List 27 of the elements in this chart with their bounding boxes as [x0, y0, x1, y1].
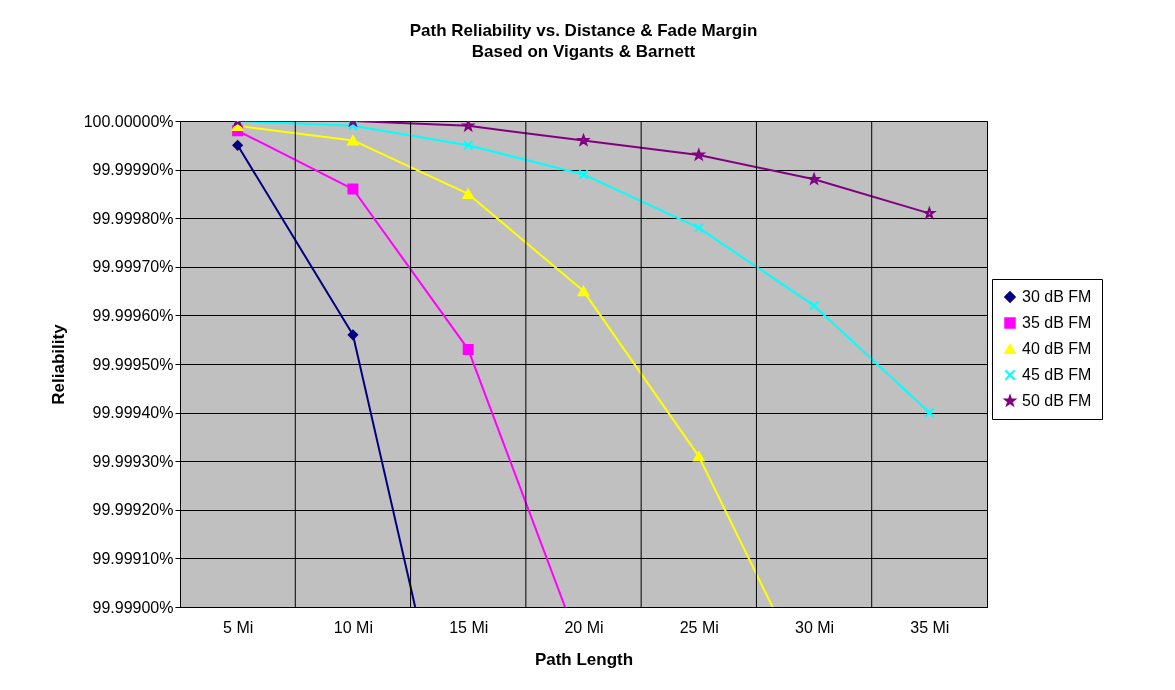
- x-axis-title: Path Length: [534, 649, 634, 669]
- y-tick-label: 99.99970%: [92, 258, 174, 276]
- y-tick-label: 99.99980%: [92, 209, 174, 227]
- y-tick-label: 99.99930%: [92, 452, 174, 470]
- y-tick-label: 100.00000%: [83, 112, 174, 130]
- x-tick-label: 35 Mi: [910, 618, 950, 636]
- chart-title: Path Reliability vs. Distance & Fade Margin: [409, 21, 758, 40]
- y-tick-label: 99.99960%: [92, 306, 174, 324]
- y-tick-label: 99.99920%: [92, 501, 174, 519]
- y-tick-label: 99.99900%: [92, 598, 174, 616]
- legend-label: 35 dB FM: [1022, 314, 1092, 331]
- legend-label: 45 dB FM: [1022, 366, 1092, 383]
- x-tick-label: 20 Mi: [564, 618, 604, 636]
- y-tick-label: 99.99950%: [92, 355, 174, 373]
- chart-subtitle: Based on Vigants & Barnett: [471, 42, 696, 61]
- x-tick-label: 15 Mi: [449, 618, 489, 636]
- x-tick-label: 5 Mi: [223, 618, 254, 636]
- legend-label: 30 dB FM: [1022, 288, 1092, 305]
- y-tick-label: 99.99910%: [92, 549, 174, 567]
- y-tick-label: 99.99990%: [92, 161, 174, 179]
- x-tick-label: 25 Mi: [679, 618, 719, 636]
- x-tick-label: 10 Mi: [333, 618, 373, 636]
- y-tick-label: 99.99940%: [92, 404, 174, 422]
- y-axis-title: Reliability: [48, 323, 68, 405]
- legend-label: 40 dB FM: [1022, 340, 1092, 357]
- legend-label: 50 dB FM: [1022, 392, 1092, 409]
- x-tick-label: 30 Mi: [795, 618, 835, 636]
